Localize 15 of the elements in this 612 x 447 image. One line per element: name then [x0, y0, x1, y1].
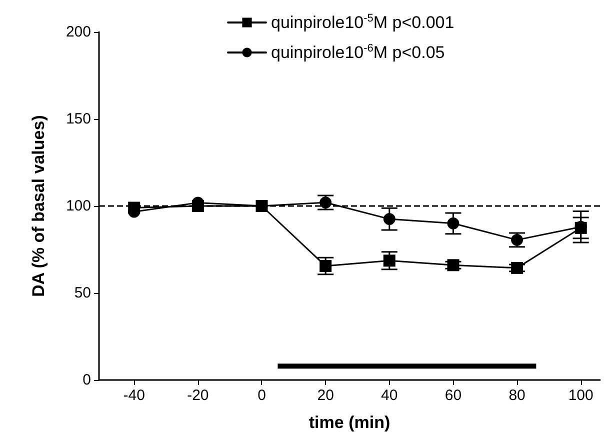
- y-tick-label: 50: [74, 284, 91, 302]
- y-tick-label: 100: [66, 198, 91, 214]
- x-tick-label: -20: [187, 387, 209, 404]
- x-tick-label: 40: [381, 387, 398, 404]
- x-axis-title: time (min): [308, 413, 390, 432]
- y-tick-label: 150: [66, 110, 91, 128]
- x-tick-label: 60: [444, 387, 462, 404]
- x-tick-label: 0: [258, 387, 266, 404]
- x-tick-label: -40: [123, 387, 145, 404]
- x-tick-label: 80: [508, 387, 526, 404]
- x-tick-label: 20: [317, 387, 334, 404]
- y-axis-title: DA (% of basal values): [29, 115, 48, 297]
- y-tick-label: 200: [66, 24, 91, 40]
- y-tick-label: 0: [82, 372, 91, 388]
- x-tick-label: 100: [568, 387, 594, 404]
